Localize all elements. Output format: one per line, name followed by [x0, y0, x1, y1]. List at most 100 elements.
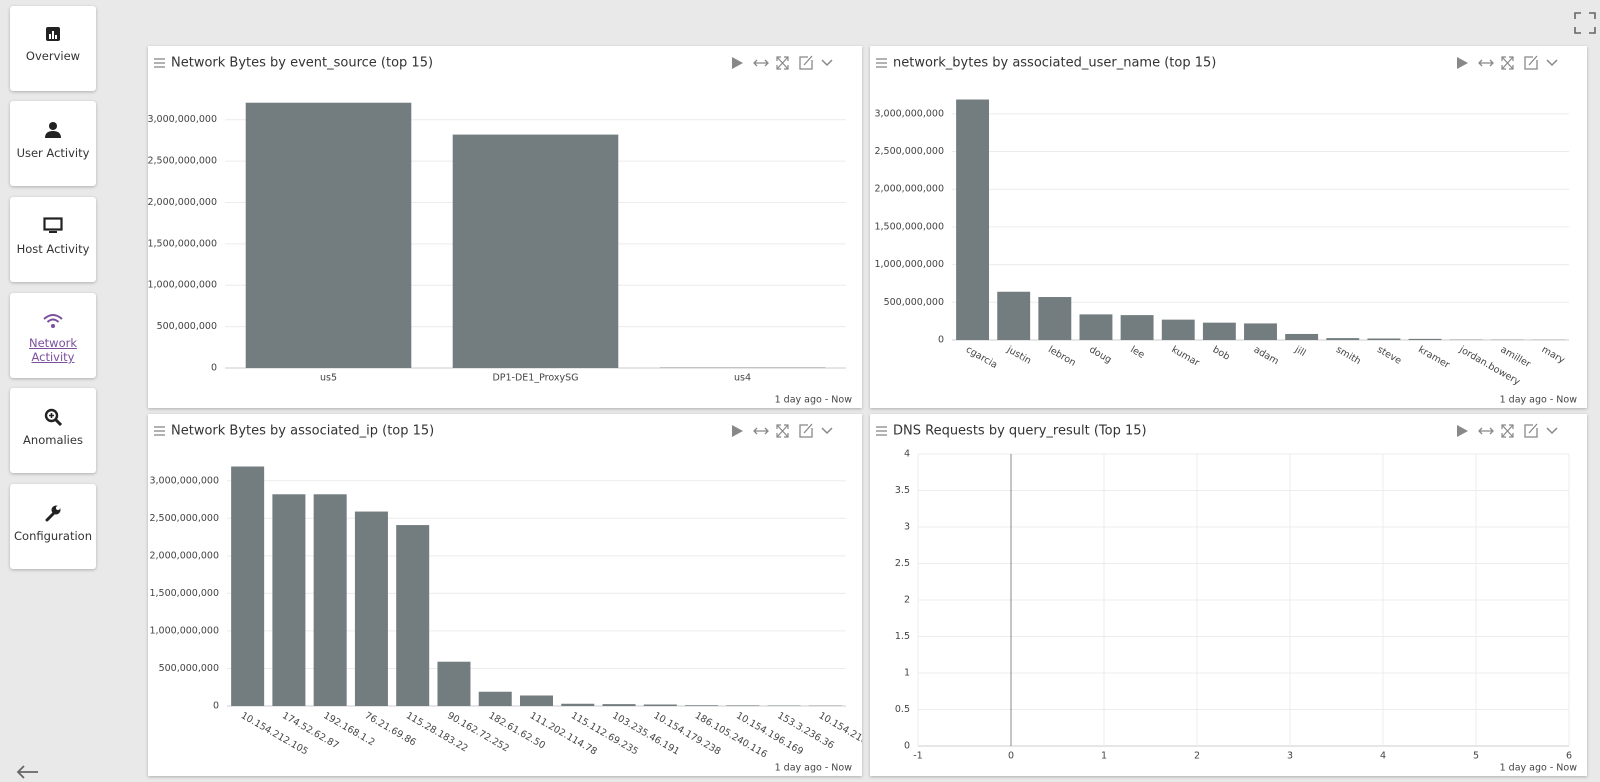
- bar: [561, 703, 595, 706]
- y-tick-label: 1,000,000,000: [149, 625, 219, 636]
- icon: [45, 122, 61, 138]
- y-tick-label: 3.5: [895, 485, 910, 496]
- chart-title: network_bytes by associated_user_name (t…: [893, 56, 1216, 71]
- x-tick-label: mary: [1540, 344, 1567, 366]
- x-tick-label: amiller: [1499, 344, 1533, 370]
- bar: [245, 102, 412, 369]
- x-tick-label: 0: [1008, 751, 1014, 762]
- bar: [354, 511, 388, 706]
- chevron-icon[interactable]: [821, 427, 833, 435]
- time-range: 1 day ago - Now: [775, 763, 853, 774]
- nav-label: Configuration: [14, 529, 92, 543]
- nav-host[interactable]: Host Activity: [10, 197, 96, 282]
- menu-icon: [876, 426, 887, 436]
- y-tick-label: 1: [904, 668, 910, 679]
- chart: Network Bytes by associated_ip (top 15) 1…: [149, 423, 862, 774]
- chevron-icon[interactable]: [821, 59, 833, 67]
- chevron-icon[interactable]: [1546, 427, 1558, 435]
- bar: [452, 134, 619, 368]
- edit-icon[interactable]: [799, 423, 813, 438]
- x-tick-label: 4: [1380, 751, 1386, 762]
- edit-icon[interactable]: [1524, 423, 1538, 438]
- resize-icon[interactable]: [753, 427, 769, 435]
- x-tick-label: adam: [1252, 344, 1281, 367]
- play-icon[interactable]: [1457, 57, 1468, 69]
- icon: [46, 27, 60, 41]
- x-tick-label: 1: [1101, 751, 1107, 762]
- y-tick-label: 1,000,000,000: [148, 280, 217, 291]
- y-tick-label: 3: [904, 522, 910, 533]
- bar: [685, 705, 719, 706]
- nav-overview[interactable]: Overview: [10, 6, 96, 91]
- bar: [478, 691, 512, 706]
- y-tick-label: 0.5: [895, 704, 910, 715]
- y-tick-label: 1,500,000,000: [874, 221, 944, 232]
- edit-icon[interactable]: [799, 55, 813, 70]
- x-tick-label: 2: [1194, 751, 1200, 762]
- y-tick-label: 0: [938, 335, 944, 346]
- y-tick-label: 2,500,000,000: [148, 156, 217, 167]
- time-range: 1 day ago - Now: [1500, 395, 1578, 406]
- bar: [1326, 338, 1360, 340]
- expand-icon[interactable]: [776, 56, 789, 70]
- play-icon[interactable]: [732, 57, 743, 69]
- x-tick-label: steve: [1375, 344, 1403, 367]
- bar: [602, 704, 636, 706]
- play-icon[interactable]: [1457, 425, 1468, 437]
- bar: [1120, 315, 1154, 340]
- back-arrow[interactable]: [14, 764, 40, 780]
- y-tick-label: 4: [904, 449, 910, 460]
- y-tick-label: 1.5: [895, 631, 910, 642]
- x-tick-label: 3: [1287, 751, 1293, 762]
- y-tick-label: 3,000,000,000: [149, 475, 219, 486]
- expand-icon[interactable]: [1501, 56, 1514, 70]
- edit-icon[interactable]: [1524, 55, 1538, 70]
- bar: [272, 494, 306, 706]
- y-tick-label: 1,500,000,000: [149, 588, 219, 599]
- panel: network_bytes by associated_user_name (t…: [870, 46, 1587, 408]
- nav-network[interactable]: Network Activity: [10, 293, 96, 378]
- x-tick-label: cgarcia: [964, 344, 999, 371]
- menu-icon: [154, 426, 165, 436]
- fullscreen-icon[interactable]: [1574, 12, 1596, 34]
- x-tick-label: -1: [913, 751, 922, 762]
- x-tick-label: kumar: [1169, 344, 1201, 369]
- expand-icon[interactable]: [776, 424, 789, 438]
- chevron-icon[interactable]: [1546, 59, 1558, 67]
- panel: Network Bytes by associated_ip (top 15) 1…: [148, 414, 862, 776]
- y-tick-label: 0: [213, 701, 219, 712]
- time-range: 1 day ago - Now: [775, 395, 853, 406]
- bar: [437, 661, 471, 706]
- expand-icon[interactable]: [1501, 424, 1514, 438]
- y-tick-label: 500,000,000: [159, 663, 219, 674]
- bar: [519, 695, 554, 706]
- chart: DNS Requests by query_result (Top 15) 1 d…: [876, 423, 1577, 774]
- x-tick-label: lee: [1128, 344, 1146, 361]
- y-tick-label: 2,000,000,000: [148, 197, 217, 208]
- x-tick-label: doug: [1087, 344, 1113, 365]
- nav-configuration[interactable]: Configuration: [10, 484, 96, 569]
- icon: [43, 217, 63, 233]
- y-tick-label: 500,000,000: [157, 321, 217, 332]
- x-tick-label: justin: [1004, 344, 1033, 367]
- bar: [1408, 338, 1442, 340]
- y-tick-label: 0: [904, 741, 910, 752]
- bar: [643, 704, 677, 706]
- y-tick-label: 2,500,000,000: [149, 513, 219, 524]
- x-tick-label: lebron: [1046, 344, 1078, 369]
- y-tick-label: 2,500,000,000: [874, 146, 944, 157]
- nav-user[interactable]: User Activity: [10, 101, 96, 186]
- bar: [1202, 322, 1236, 340]
- resize-icon[interactable]: [753, 59, 769, 67]
- nav-label: Anomalies: [23, 433, 83, 447]
- play-icon[interactable]: [732, 425, 743, 437]
- y-tick-label: 1,000,000,000: [874, 259, 944, 270]
- bar: [1244, 323, 1277, 340]
- icon: [43, 314, 63, 328]
- resize-icon[interactable]: [1478, 59, 1494, 67]
- x-tick-label: 5: [1473, 751, 1479, 762]
- resize-icon[interactable]: [1478, 427, 1494, 435]
- y-tick-label: 2.5: [895, 558, 910, 569]
- y-tick-label: 2,000,000,000: [149, 550, 219, 561]
- nav-anomalies[interactable]: Anomalies: [10, 388, 96, 473]
